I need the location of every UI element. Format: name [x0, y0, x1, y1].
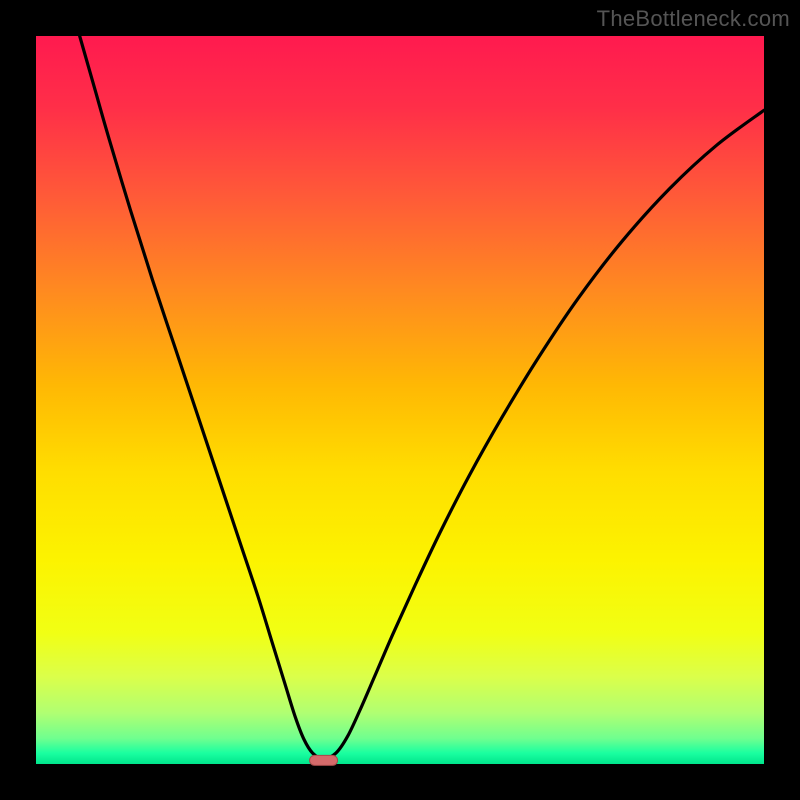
optimal-point-marker [310, 755, 338, 765]
plot-area [36, 36, 764, 764]
watermark-text: TheBottleneck.com [597, 6, 790, 32]
chart-container: TheBottleneck.com [0, 0, 800, 800]
bottleneck-curve-chart [0, 0, 800, 800]
